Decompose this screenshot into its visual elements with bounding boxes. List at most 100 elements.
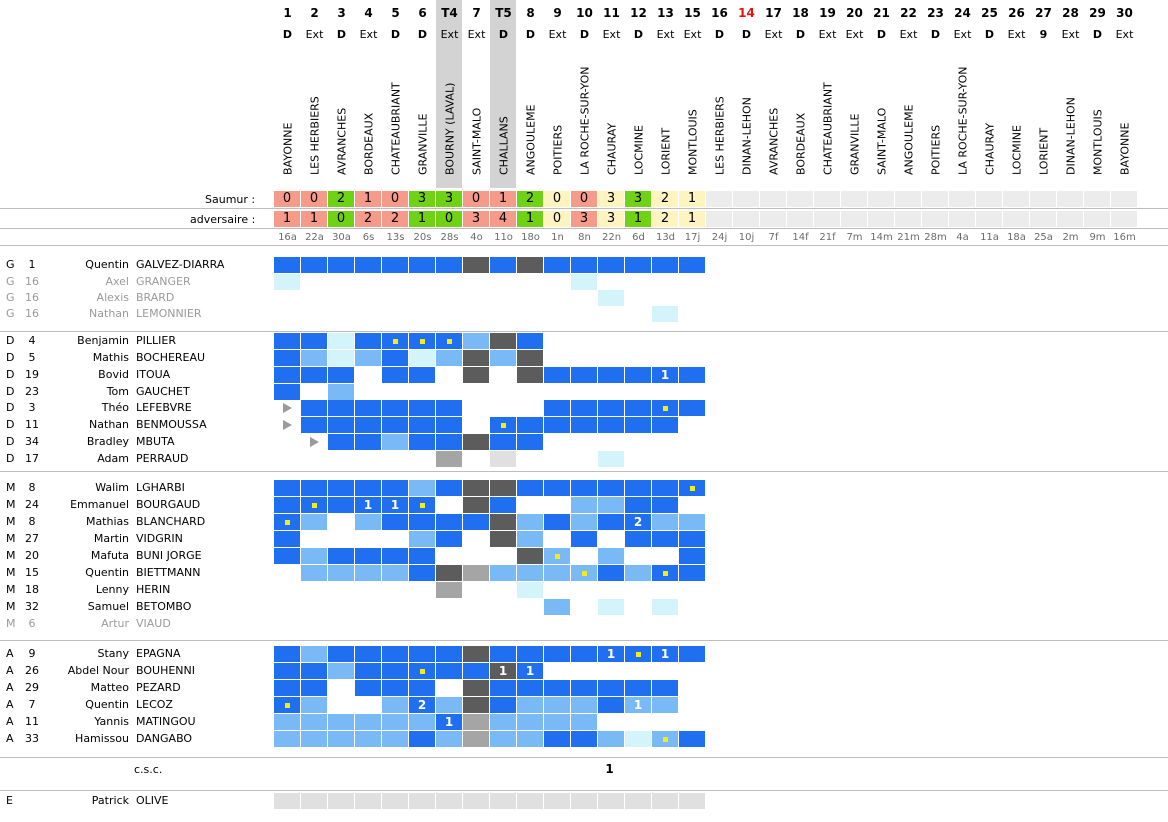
player-position: D [6, 418, 15, 431]
opponent-name: LORIENT [659, 127, 672, 175]
opponent-name: LOCMINE [1010, 125, 1023, 175]
appearance-cell [301, 646, 327, 662]
player-row: E Patrick OLIVE [0, 793, 1168, 809]
saumur-score: 3 [409, 191, 435, 207]
appearance-cell [274, 531, 300, 547]
match-number: 18 [792, 6, 809, 20]
appearance-cell [652, 680, 678, 696]
appearance-cell [328, 384, 354, 400]
appearance-cell [274, 697, 300, 713]
appearance-cell [328, 548, 354, 564]
saumur-score [814, 191, 840, 207]
player-first-name: Nathan [89, 418, 129, 431]
opponent-name: GRANVILLE [416, 113, 429, 175]
appearance-cell [382, 731, 408, 747]
saumur-label: Saumur : [205, 193, 256, 206]
appearance-cell [382, 350, 408, 366]
match-number: 9 [553, 6, 562, 20]
player-position: D [6, 401, 15, 414]
player-row: M 8 Mathias BLANCHARD 2 [0, 514, 1168, 530]
match-venue: Ext [467, 28, 486, 41]
appearance-cell [544, 680, 570, 696]
appearance-cell [544, 599, 570, 615]
coach-cell [679, 793, 705, 809]
player-first-name: Bovid [98, 368, 129, 381]
appearance-cell [571, 697, 597, 713]
appearance-cell [274, 731, 300, 747]
match-date: 30a [332, 232, 351, 243]
match-number: 27 [1035, 6, 1052, 20]
match-date: 17j [684, 232, 701, 243]
player-position: E [6, 794, 13, 807]
coach-cell [463, 793, 489, 809]
opponent-score [814, 211, 840, 227]
cup-column-bg [490, 0, 516, 188]
appearance-cell [274, 548, 300, 564]
appearance-cell [409, 434, 435, 450]
opponent-name: GRANVILLE [848, 113, 861, 175]
player-number: 20 [25, 549, 39, 562]
match-number: 23 [927, 6, 944, 20]
player-position: M [6, 549, 16, 562]
opponent-name: POITIERS [929, 124, 942, 175]
match-number: 6 [418, 6, 427, 20]
match-number: 5 [391, 6, 400, 20]
player-number: 32 [25, 600, 39, 613]
appearance-cell [544, 731, 570, 747]
player-position: D [6, 368, 15, 381]
saumur-score [787, 191, 813, 207]
opponent-name: CHALLANS [497, 116, 510, 175]
appearance-cell [490, 514, 516, 530]
player-row: D 11 Nathan BENMOUSSA [0, 417, 1168, 433]
match-venue: Ext [656, 28, 675, 41]
appearance-cell [328, 565, 354, 581]
appearance-cell [436, 400, 462, 416]
player-last-name: VIDGRIN [136, 532, 183, 545]
appearance-cell [355, 514, 381, 530]
appearance-cell [517, 333, 543, 349]
player-number: 11 [25, 418, 39, 431]
appearance-cell [436, 434, 462, 450]
opponent-score [1084, 211, 1110, 227]
opponent-score [1003, 211, 1029, 227]
appearance-cell [598, 565, 624, 581]
player-row: M 8 Walim LGHARBI [0, 480, 1168, 496]
player-position: M [6, 532, 16, 545]
player-first-name: Artur [101, 617, 129, 630]
appearance-cell [382, 646, 408, 662]
player-row: A 33 Hamissou DANGABO [0, 731, 1168, 747]
player-row: A 26 Abdel Nour BOUHENNI 1 1 [0, 663, 1168, 679]
csc-value: 1 [605, 762, 614, 776]
coach-cell [652, 793, 678, 809]
appearance-cell [274, 497, 300, 513]
opponent-score: 4 [490, 211, 516, 227]
opponent-score [841, 211, 867, 227]
appearance-cell [571, 274, 597, 290]
player-first-name: Tom [106, 385, 129, 398]
opponent-name: SAINT-MALO [875, 107, 888, 175]
appearance-cell [328, 663, 354, 679]
opponent-score [1030, 211, 1056, 227]
appearance-cell [436, 514, 462, 530]
opponent-name: BOURNY (LAVAL) [443, 82, 456, 175]
appearance-cell [571, 257, 597, 273]
player-first-name: Samuel [87, 600, 129, 613]
opponent-name: ANGOULEME [902, 104, 915, 175]
appearance-cell [328, 731, 354, 747]
match-date: 1n [551, 232, 564, 243]
player-first-name: Patrick [91, 794, 129, 807]
appearance-cell [355, 257, 381, 273]
appearance-cell [544, 548, 570, 564]
appearance-cell [463, 680, 489, 696]
appearance-cell [436, 663, 462, 679]
match-date: 21m [897, 232, 920, 243]
player-position: M [6, 515, 16, 528]
appearance-cell [436, 582, 462, 598]
saumur-score: 0 [571, 191, 597, 207]
appearance-cell [274, 714, 300, 730]
match-number: 12 [630, 6, 647, 20]
player-first-name: Nathan [89, 307, 129, 320]
appearance-cell [679, 646, 705, 662]
appearance-cell [355, 646, 381, 662]
separator [0, 331, 1168, 332]
